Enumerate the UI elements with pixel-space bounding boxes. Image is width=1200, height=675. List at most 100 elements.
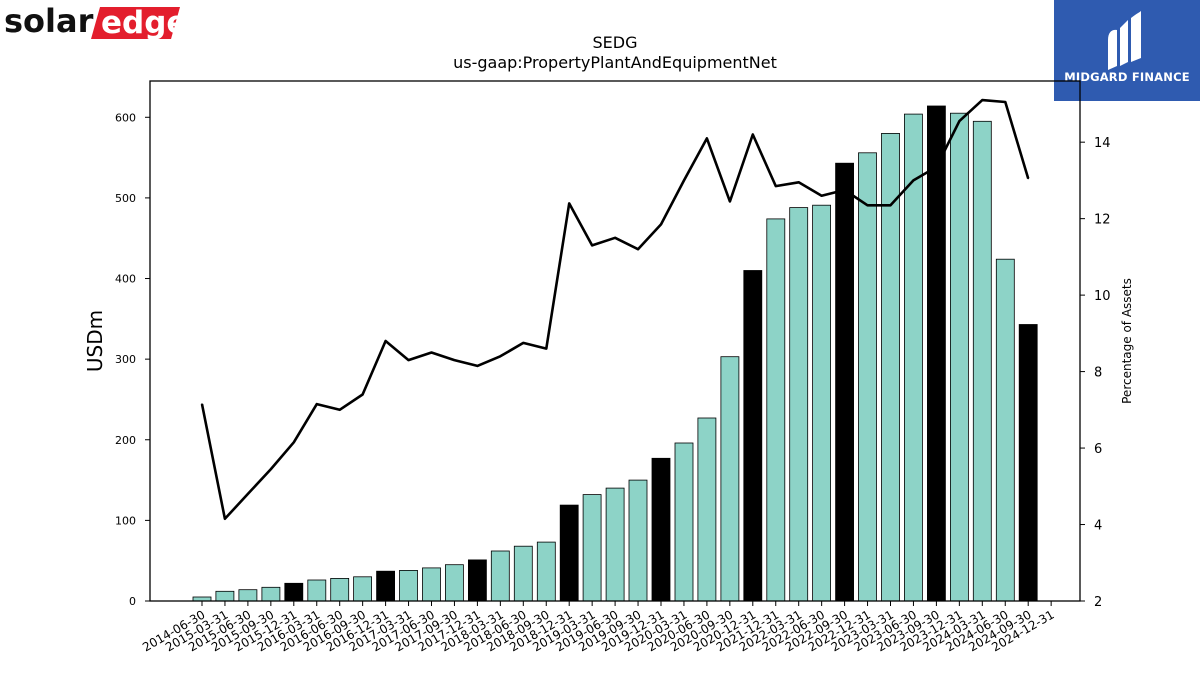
- line-point-2016-09-30: [361, 393, 364, 396]
- y-tick-label: 0: [129, 595, 136, 608]
- bar-2024-09-30: [1018, 324, 1038, 602]
- bar-2016-06-30: [330, 578, 350, 602]
- line-point-2023-12-31: [958, 120, 961, 122]
- line-point-2022-12-31: [866, 204, 869, 207]
- bar-2020-03-31: [674, 442, 694, 602]
- left-axis-ticks: 0 100 200 300 400 500 600: [115, 111, 150, 608]
- x-axis-ticks: 2014-06-302015-03-312015-06-302015-09-30…: [140, 601, 1057, 654]
- bar-2022-09-30: [835, 162, 854, 602]
- line-point-2018-06-30: [522, 342, 525, 344]
- line-series: [200, 98, 1030, 521]
- bar-2018-12-31: [559, 504, 579, 602]
- line-point-2015-03-31: [224, 518, 226, 520]
- bar-2022-03-31: [789, 207, 809, 602]
- bar-2022-06-30: [812, 204, 831, 602]
- y2-tick-label: 4: [1094, 519, 1102, 534]
- bar-2016-12-31: [376, 570, 396, 602]
- line-point-2019-06-30: [614, 237, 616, 239]
- bar-2017-03-31: [399, 570, 418, 602]
- line-point-2018-12-31: [568, 202, 570, 205]
- line-point-2020-09-30: [729, 200, 731, 203]
- logo-text-edge: edge: [101, 5, 184, 41]
- bar-2015-03-31: [215, 590, 235, 602]
- bar-2016-09-30: [353, 576, 373, 602]
- midgard-finance-badge: MIDGARD FINANCE: [1054, 0, 1200, 101]
- line-point-2019-03-31: [591, 244, 593, 247]
- line-point-2024-09-30: [1027, 177, 1029, 180]
- line-point-2018-09-30: [545, 347, 548, 350]
- logo-text-solar: solar: [4, 2, 94, 40]
- line-point-2017-09-30: [453, 359, 456, 361]
- line-point-2017-12-31: [476, 365, 479, 367]
- solaredge-logo: solar edge: [4, 2, 184, 41]
- line-point-2019-12-31: [660, 223, 662, 226]
- bar-2018-06-30: [513, 545, 533, 602]
- line-point-2014-06-30: [201, 403, 203, 405]
- bar-2015-12-31: [284, 582, 304, 602]
- line-point-2023-06-30: [912, 179, 915, 182]
- y-tick-label: 200: [115, 434, 136, 447]
- line-point-2018-03-31: [499, 355, 502, 358]
- y-tick-label: 100: [115, 514, 136, 527]
- line-point-2022-06-30: [820, 194, 823, 197]
- line-point-2017-06-30: [430, 351, 433, 354]
- bar-2024-06-30: [995, 258, 1015, 602]
- line-point-2020-06-30: [706, 137, 708, 140]
- bar-2024-03-31: [972, 120, 992, 602]
- bar-2017-09-30: [444, 564, 464, 602]
- midgard-logo-icon: [1108, 11, 1141, 70]
- line-point-2016-03-31: [316, 403, 318, 405]
- chart-title: SEDG: [593, 33, 638, 52]
- bar-2023-09-30: [927, 105, 946, 602]
- bar-2018-09-30: [536, 541, 556, 602]
- bar-2019-03-31: [582, 494, 602, 602]
- y-axis-label: USDm: [83, 310, 107, 372]
- bar-2020-06-30: [697, 417, 717, 602]
- bar-2023-12-31: [950, 112, 969, 602]
- bar-2016-03-31: [307, 579, 327, 602]
- bar-2021-12-31: [766, 218, 786, 602]
- line-point-2022-03-31: [797, 181, 800, 184]
- y-tick-label: 500: [115, 192, 136, 205]
- right-axis-ticks: 2 4 6 8 10 12 14: [1080, 136, 1111, 610]
- bar-2022-12-31: [858, 152, 877, 602]
- line-point-2024-03-31: [981, 99, 984, 101]
- bar-2015-06-30: [238, 589, 258, 602]
- line-point-2016-06-30: [338, 409, 341, 411]
- bar-2019-12-31: [651, 457, 671, 602]
- line-point-2023-09-30: [935, 166, 938, 168]
- y-tick-label: 400: [115, 273, 136, 286]
- y2-tick-label: 6: [1094, 442, 1102, 457]
- y2-tick-label: 10: [1094, 289, 1111, 304]
- logo-parallelogram: [91, 7, 180, 39]
- y2-tick-label: 2: [1094, 595, 1102, 610]
- badge-label: MIDGARD FINANCE: [1064, 70, 1190, 84]
- bar-2017-06-30: [422, 567, 441, 602]
- line-point-2020-12-31: [752, 133, 754, 136]
- bar-2017-12-31: [467, 559, 487, 602]
- line-point-2017-03-31: [407, 359, 410, 361]
- bar-2015-09-30: [261, 586, 281, 602]
- y2-tick-label: 14: [1094, 136, 1111, 151]
- bar-2018-03-31: [490, 550, 510, 602]
- line-point-2015-12-31: [293, 441, 295, 444]
- chart-subtitle: us-gaap:PropertyPlantAndEquipmentNet: [453, 53, 777, 72]
- y2-tick-label: 8: [1094, 366, 1102, 381]
- y2-axis-label: Percentage of Assets: [1120, 278, 1134, 404]
- line-point-2021-12-31: [775, 185, 777, 187]
- line-point-2020-03-31: [683, 179, 685, 182]
- line-point-2015-09-30: [270, 468, 272, 470]
- y-tick-label: 300: [115, 353, 136, 366]
- y-tick-label: 600: [115, 111, 136, 124]
- bar-2019-09-30: [628, 479, 648, 602]
- line-point-2023-03-31: [889, 204, 892, 207]
- line-point-2016-12-31: [384, 340, 387, 342]
- line-point-2022-09-30: [843, 189, 846, 191]
- bar-2019-06-30: [605, 487, 625, 602]
- line-point-2024-06-30: [1004, 101, 1007, 103]
- line-point-2015-06-30: [247, 493, 249, 495]
- bar-2020-12-31: [743, 270, 763, 602]
- bar-2020-09-30: [720, 356, 740, 602]
- y2-tick-label: 12: [1094, 213, 1111, 228]
